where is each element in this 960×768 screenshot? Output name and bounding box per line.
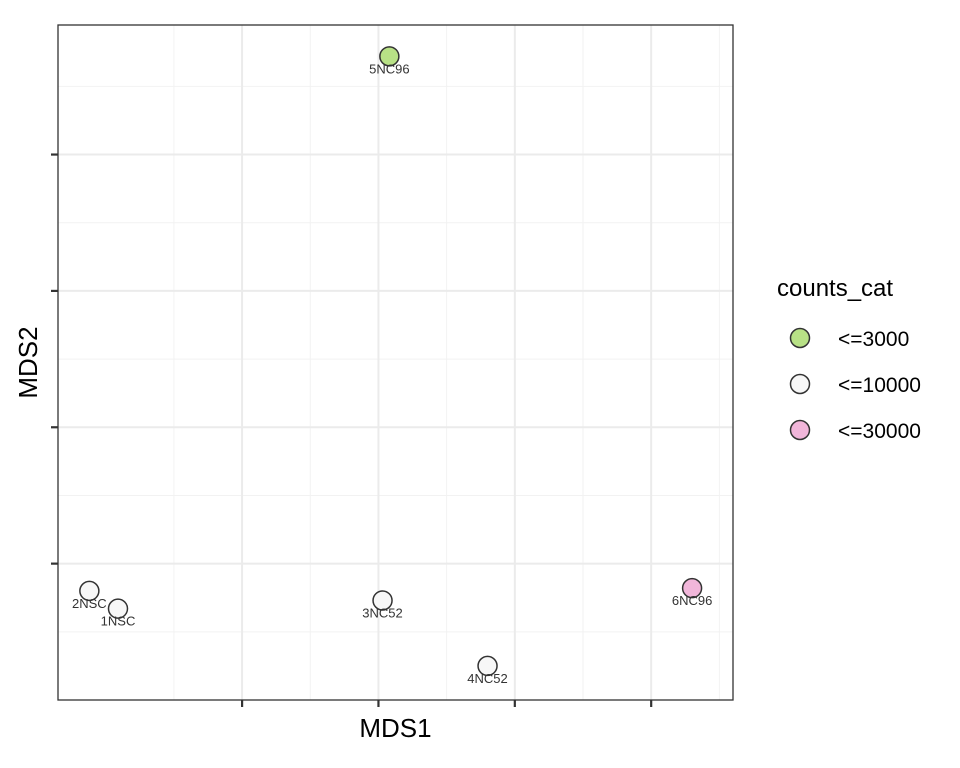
data-point	[107, 598, 129, 619]
data-point-label: 2NSC	[72, 596, 107, 611]
y-axis-title: MDS2	[13, 326, 43, 398]
x-axis-ticks	[240, 700, 653, 707]
plot-panel-border	[57, 24, 734, 701]
data-point	[681, 577, 703, 599]
plot-panel: 5NC96 2NSC 1NSC 3NC52 4NC52 6NC96	[57, 24, 734, 701]
data-point-label: 5NC96	[369, 61, 409, 76]
legend-entries: <=3000 <=10000 <=30000	[789, 327, 921, 443]
legend-label: <=10000	[838, 374, 921, 397]
data-point	[372, 590, 393, 611]
major-gridlines	[58, 25, 733, 700]
legend-title: counts_cat	[777, 275, 893, 302]
legend-label: <=30000	[838, 420, 921, 443]
minor-gridlines	[58, 25, 733, 700]
data-point	[79, 580, 100, 602]
legend: counts_cat <=3000 <=10000 <=30000	[777, 275, 921, 443]
x-axis-title: MDS1	[359, 713, 431, 743]
data-points: 5NC96 2NSC 1NSC 3NC52 4NC52 6NC96	[72, 46, 712, 686]
plot-panel-background	[58, 25, 733, 700]
y-axis-ticks	[51, 153, 58, 565]
legend-key	[789, 327, 811, 349]
legend-label: <=3000	[838, 328, 909, 351]
legend-key	[789, 419, 811, 441]
data-point-label: 3NC52	[362, 605, 402, 620]
data-point	[379, 46, 400, 67]
legend-key	[789, 373, 811, 395]
data-point-label: 4NC52	[467, 671, 507, 686]
data-point	[477, 655, 498, 677]
data-point-label: 1NSC	[101, 614, 136, 629]
data-point-label: 6NC96	[672, 593, 712, 608]
